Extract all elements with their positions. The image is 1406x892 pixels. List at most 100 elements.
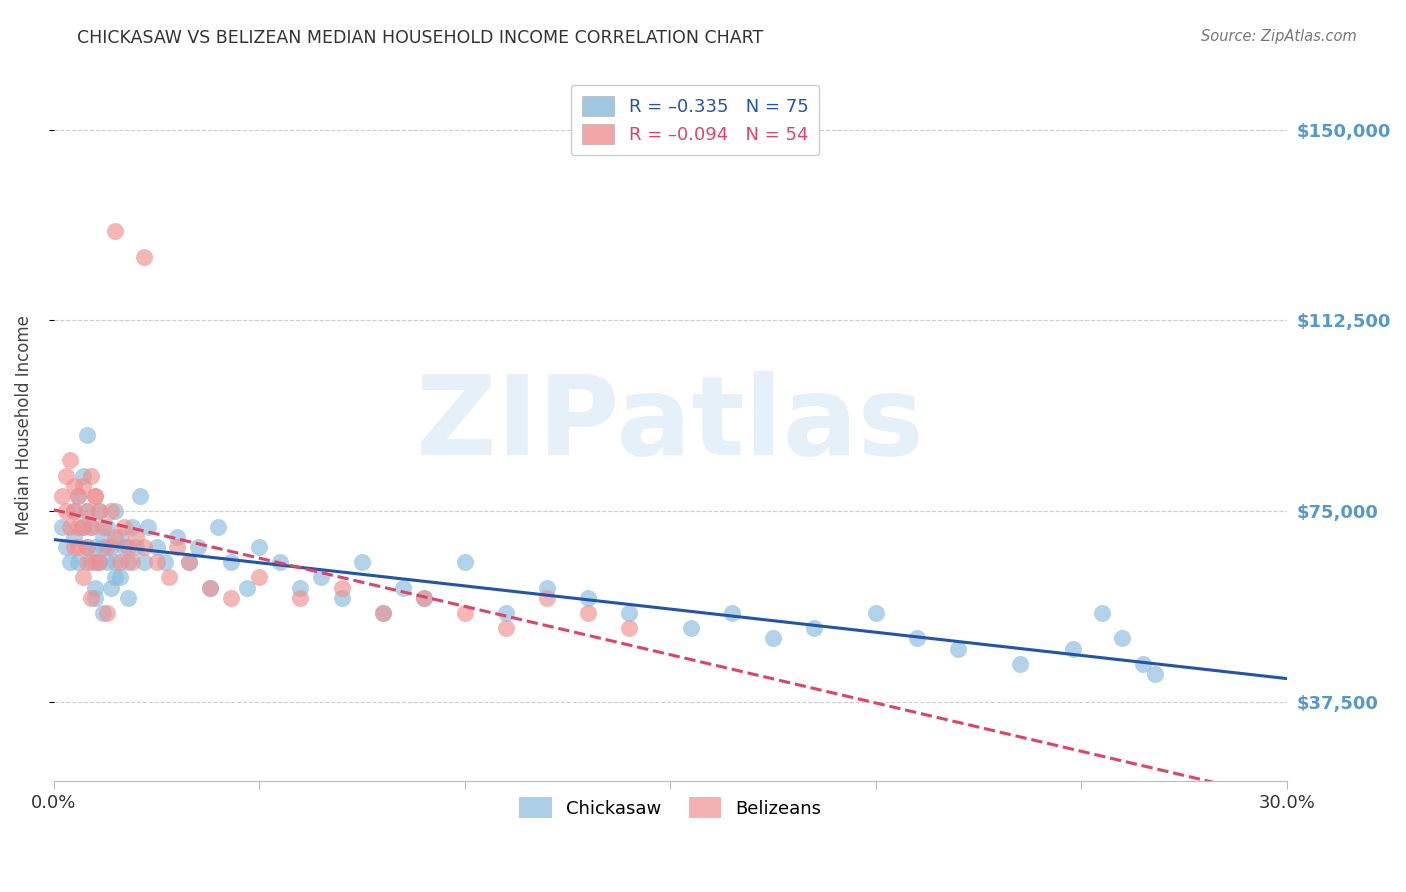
Point (100, 581, 122, 595)
Point (207, 519, 229, 533)
Point (138, 519, 160, 533)
Point (67, 540, 90, 554)
Point (536, 591, 558, 605)
Point (80, 519, 103, 533)
Point (330, 581, 353, 595)
Point (1132, 657, 1154, 671)
Point (59, 453, 82, 467)
Point (104, 530, 127, 544)
Point (219, 591, 242, 605)
Point (59, 519, 82, 533)
Point (80, 555, 103, 569)
Point (166, 540, 188, 554)
Point (134, 555, 156, 569)
Point (309, 570, 332, 584)
Point (905, 632, 928, 646)
Point (67, 489, 90, 503)
Point (63, 504, 86, 518)
Point (104, 555, 127, 569)
Point (80, 519, 103, 533)
Point (198, 581, 221, 595)
Point (145, 540, 167, 554)
Point (269, 555, 291, 569)
Point (721, 606, 744, 620)
Point (55, 540, 77, 554)
Point (495, 606, 517, 620)
Point (166, 530, 188, 544)
Point (72, 519, 94, 533)
Point (76, 555, 98, 569)
Point (121, 555, 143, 569)
Point (1062, 641, 1084, 656)
Point (247, 570, 270, 584)
Point (134, 540, 156, 554)
Point (100, 540, 122, 554)
Point (125, 540, 148, 554)
Point (412, 591, 434, 605)
Text: ZIPatlas: ZIPatlas (416, 371, 924, 478)
Point (96, 606, 118, 620)
Point (247, 540, 270, 554)
Point (87, 555, 110, 569)
Point (104, 504, 127, 518)
Point (1091, 606, 1114, 620)
Point (371, 606, 394, 620)
Point (679, 621, 702, 635)
Point (76, 428, 98, 442)
Point (87, 555, 110, 569)
Point (392, 581, 415, 595)
Point (865, 606, 887, 620)
Point (80, 591, 103, 605)
Point (72, 479, 94, 493)
Point (96, 540, 118, 554)
Point (63, 504, 86, 518)
Point (803, 621, 825, 635)
Point (108, 555, 131, 569)
Point (80, 468, 103, 483)
Point (454, 606, 477, 620)
Point (96, 555, 118, 569)
Point (219, 555, 242, 569)
Point (371, 606, 394, 620)
Point (63, 540, 86, 554)
Point (76, 504, 98, 518)
Point (72, 519, 94, 533)
Point (67, 555, 90, 569)
Point (134, 250, 156, 264)
Point (108, 570, 131, 584)
Point (76, 540, 98, 554)
Point (179, 555, 201, 569)
Point (112, 540, 135, 554)
Point (576, 591, 599, 605)
Point (51, 519, 73, 533)
Point (157, 570, 180, 584)
Point (236, 581, 259, 595)
Point (91, 530, 114, 544)
Point (87, 504, 110, 518)
Point (290, 591, 312, 605)
Point (187, 540, 209, 554)
Point (619, 606, 641, 620)
Point (121, 519, 143, 533)
Point (67, 489, 90, 503)
Point (104, 224, 127, 238)
Point (153, 555, 176, 569)
Point (536, 581, 558, 595)
Point (84, 581, 107, 595)
Point (76, 504, 98, 518)
Y-axis label: Median Household Income: Median Household Income (15, 315, 32, 534)
Point (91, 519, 114, 533)
Text: Source: ZipAtlas.com: Source: ZipAtlas.com (1201, 29, 1357, 44)
Point (198, 581, 221, 595)
Point (84, 489, 107, 503)
Point (576, 606, 599, 620)
Point (100, 504, 122, 518)
Point (91, 606, 114, 620)
Point (125, 530, 148, 544)
Point (96, 519, 118, 533)
Point (91, 540, 114, 554)
Point (51, 489, 73, 503)
Point (179, 555, 201, 569)
Point (84, 489, 107, 503)
Point (84, 591, 107, 605)
